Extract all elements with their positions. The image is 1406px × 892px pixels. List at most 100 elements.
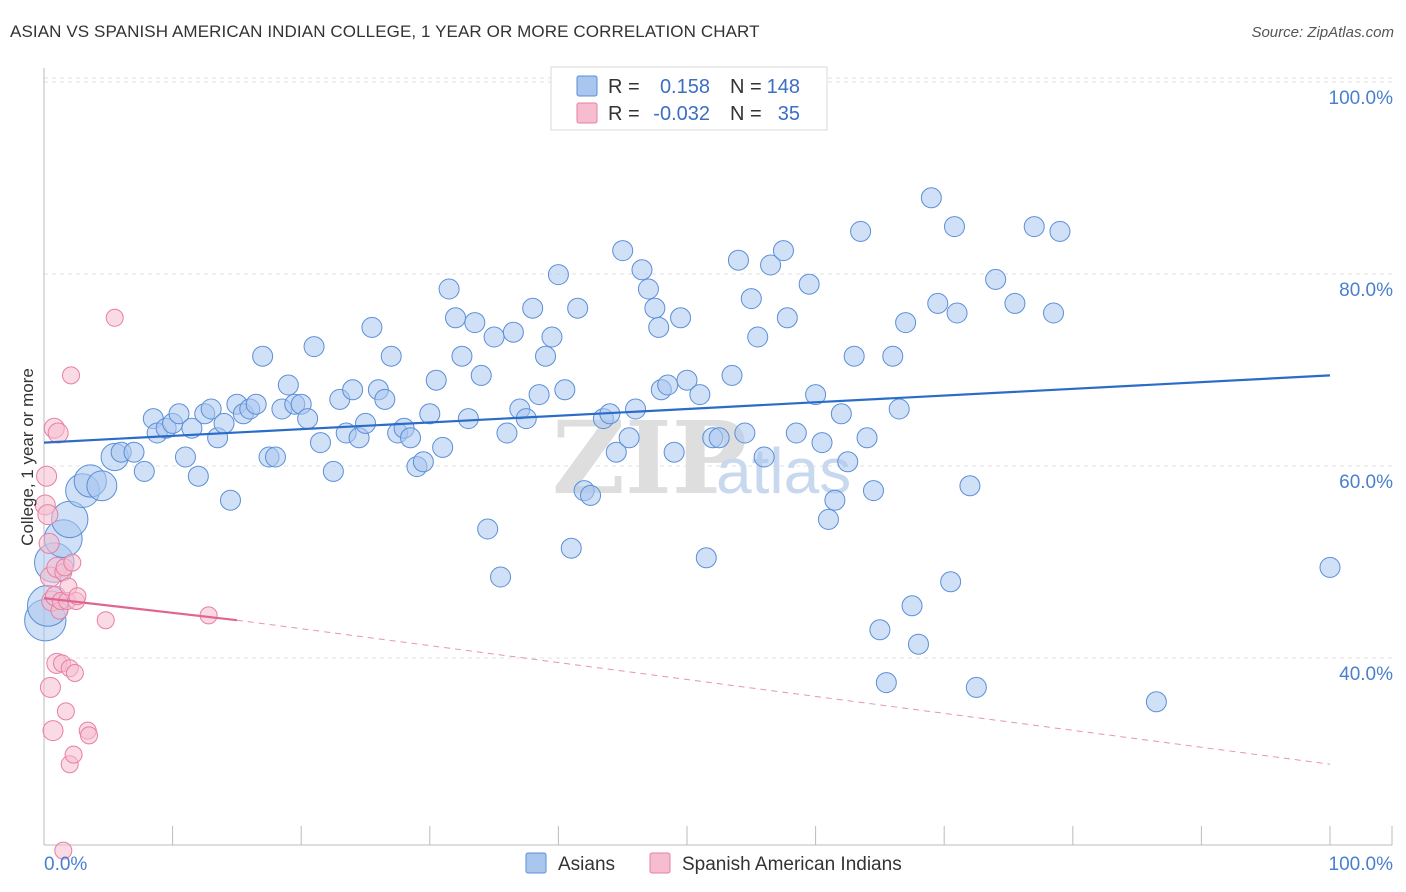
asian-point-21	[200, 398, 222, 420]
asian-point-110	[805, 384, 827, 406]
asian-point-54	[419, 403, 441, 425]
spanish-point-1	[36, 465, 58, 487]
asian-point-65	[490, 566, 512, 588]
asian-point-38	[309, 432, 331, 454]
legend-asian-n-value: 148	[767, 76, 800, 98]
asian-point-100	[727, 249, 749, 271]
asian-point-89	[648, 316, 670, 338]
asian-point-137	[1043, 302, 1065, 324]
asian-point-7	[86, 470, 118, 502]
asian-point-93	[670, 307, 692, 329]
asian-point-48	[380, 345, 402, 367]
asian-point-104	[753, 446, 775, 468]
legend-spanish-n-value: 35	[778, 103, 800, 125]
legend-asian-swatch	[576, 75, 598, 97]
asian-point-118	[856, 427, 878, 449]
y-axis-label: College, 1 year or more	[18, 368, 37, 546]
grid-lines	[44, 77, 1392, 659]
bottom-legend: Asians Spanish American Indians	[525, 852, 902, 875]
asian-point-126	[907, 633, 929, 655]
spanish-trend-extension	[236, 619, 1331, 765]
y-tick-label-3: 40.0%	[1339, 664, 1393, 685]
asian-point-116	[843, 345, 865, 367]
bottom-legend-asians: Asians	[558, 854, 615, 875]
spanish-point-3	[38, 532, 60, 554]
legend-spanish-swatch	[576, 102, 598, 124]
axes	[43, 68, 1393, 846]
asian-point-87	[637, 278, 659, 300]
trend-lines	[43, 374, 1331, 765]
spanish-point-26	[65, 664, 84, 682]
asian-point-75	[554, 379, 576, 401]
legend-spanish-r-label: R =	[608, 103, 640, 125]
asian-point-121	[875, 672, 897, 694]
asian-point-92	[663, 441, 685, 463]
spanish-point-2	[37, 504, 59, 526]
asian-point-53	[412, 451, 434, 473]
asian-point-113	[824, 489, 846, 511]
asian-point-19	[187, 465, 209, 487]
chart-source: Source: ZipAtlas.com	[1251, 24, 1394, 41]
asian-point-11	[133, 460, 155, 482]
asian-point-125	[901, 595, 923, 617]
asian-point-31	[264, 446, 286, 468]
asian-point-130	[943, 216, 965, 238]
spanish-point-32	[105, 308, 124, 327]
bottom-legend-spanish: Spanish American Indians	[682, 854, 902, 875]
spanish-point-23	[62, 366, 81, 385]
asian-point-59	[451, 345, 473, 367]
asian-point-85	[625, 398, 647, 420]
asian-point-17	[174, 446, 196, 468]
bottom-legend-asian-swatch	[525, 852, 547, 874]
asian-point-10	[123, 441, 145, 463]
asian-point-109	[798, 273, 820, 295]
asian-point-123	[888, 398, 910, 420]
asian-point-136	[1023, 216, 1045, 238]
asian-point-24	[219, 489, 241, 511]
legend-asian-r-value: 0.158	[660, 76, 710, 98]
asian-point-18	[181, 417, 203, 439]
asian-point-129	[940, 571, 962, 593]
spanish-point-25	[64, 745, 83, 764]
asian-point-64	[483, 326, 505, 348]
asian-point-36	[297, 408, 319, 430]
asian-point-82	[605, 441, 627, 463]
asian-point-114	[830, 403, 852, 425]
spanish-point-30	[80, 726, 99, 745]
x-tick-label-1: 100.0%	[1329, 854, 1394, 875]
asian-point-73	[541, 326, 563, 348]
asian-point-23	[213, 412, 235, 434]
asian-point-88	[644, 297, 666, 319]
spanish-point-5	[39, 676, 61, 698]
asian-point-55	[425, 369, 447, 391]
asian-point-134	[985, 268, 1007, 290]
asian-point-131	[946, 302, 968, 324]
asian-point-44	[355, 412, 376, 434]
bottom-legend-spanish-swatch	[649, 852, 671, 874]
asian-point-70	[522, 297, 544, 319]
asian-points	[24, 187, 1341, 713]
asian-point-60	[457, 408, 479, 430]
asian-point-98	[708, 427, 730, 449]
legend: R = 0.158 N = 148 R = -0.032 N = 35	[550, 66, 828, 131]
asian-point-94	[676, 369, 698, 391]
y-tick-label-1: 80.0%	[1339, 280, 1393, 301]
asian-point-105	[760, 254, 782, 276]
asian-point-47	[374, 388, 396, 410]
spanish-point-34	[54, 841, 73, 860]
spanish-point-24	[63, 553, 82, 572]
asian-point-106	[772, 240, 794, 262]
chart-title: ASIAN VS SPANISH AMERICAN INDIAN COLLEGE…	[10, 22, 760, 41]
asian-point-74	[547, 264, 569, 286]
asian-point-101	[734, 422, 756, 444]
asian-point-83	[612, 240, 634, 262]
y-tick-label-0: 100.0%	[1329, 88, 1394, 109]
x-tick-label-0: 0.0%	[44, 854, 87, 875]
asian-point-138	[1049, 220, 1071, 242]
spanish-point-18	[56, 702, 75, 721]
asian-point-95	[689, 384, 711, 406]
asian-trend-line	[43, 374, 1331, 444]
asian-point-39	[322, 460, 344, 482]
spanish-point-12	[47, 422, 69, 444]
